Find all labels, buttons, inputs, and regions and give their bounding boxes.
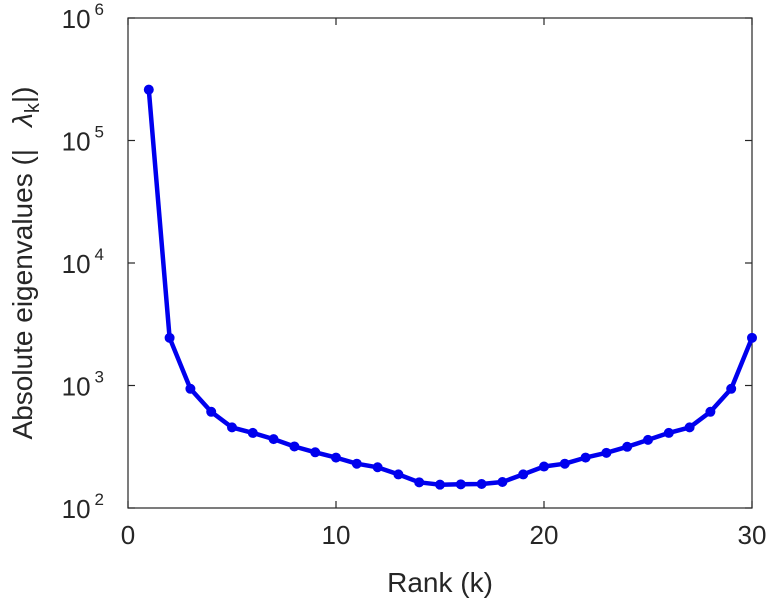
y-tick-exponent: 4 bbox=[95, 245, 104, 264]
data-point bbox=[559, 458, 570, 469]
y-tick-label: 10 6 bbox=[62, 0, 104, 34]
y-tick-label: 10 3 bbox=[62, 368, 104, 402]
x-ticks: 0 10 20 30 bbox=[121, 18, 767, 550]
series-group bbox=[143, 84, 757, 490]
y-tick-label: 10 5 bbox=[62, 123, 104, 157]
x-tick-label: 30 bbox=[738, 520, 767, 550]
data-point bbox=[455, 479, 466, 490]
y-tick-exponent: 2 bbox=[95, 490, 104, 509]
y-tick-base: 10 bbox=[62, 249, 91, 279]
y-axis-title-lambda: λ bbox=[7, 113, 38, 129]
x-tick-label: 10 bbox=[322, 520, 351, 550]
data-point bbox=[372, 462, 383, 473]
data-point bbox=[622, 441, 633, 452]
data-point bbox=[331, 452, 341, 463]
data-point bbox=[268, 434, 279, 445]
y-tick-exponent: 6 bbox=[95, 0, 104, 19]
y-tick-label: 10 2 bbox=[62, 490, 104, 524]
data-point bbox=[247, 427, 258, 438]
x-axis-title: Rank (k) bbox=[387, 567, 493, 598]
x-tick-label: 20 bbox=[530, 520, 559, 550]
x-tick-label: 0 bbox=[121, 520, 135, 550]
data-point bbox=[227, 422, 237, 433]
y-tick-base: 10 bbox=[62, 494, 91, 524]
y-axis-title-subscript: k bbox=[22, 102, 44, 113]
data-point bbox=[726, 383, 737, 394]
data-point bbox=[351, 458, 362, 469]
data-point bbox=[476, 479, 487, 490]
data-point bbox=[206, 406, 217, 417]
y-tick-exponent: 3 bbox=[95, 368, 104, 387]
data-point bbox=[289, 441, 300, 452]
y-axis-title-close: |) bbox=[7, 87, 38, 104]
y-axis-title: Absolute eigenvalues (| λk|) bbox=[7, 87, 44, 440]
data-point bbox=[684, 422, 695, 433]
data-point bbox=[601, 447, 612, 458]
data-point bbox=[435, 479, 445, 490]
data-point bbox=[185, 383, 196, 394]
data-point bbox=[539, 461, 549, 472]
data-point bbox=[580, 452, 591, 463]
data-point bbox=[643, 434, 653, 445]
data-point bbox=[310, 447, 321, 458]
y-tick-base: 10 bbox=[62, 127, 91, 157]
y-tick-exponent: 5 bbox=[95, 123, 104, 142]
y-tick-base: 10 bbox=[62, 372, 91, 402]
data-point bbox=[518, 469, 529, 480]
data-point bbox=[414, 477, 425, 488]
y-axis-title-text: Absolute eigenvalues (| bbox=[7, 149, 38, 440]
y-tick-base: 10 bbox=[62, 4, 91, 34]
data-point bbox=[393, 469, 404, 480]
data-point bbox=[164, 332, 175, 343]
data-point bbox=[497, 477, 508, 488]
data-point bbox=[705, 406, 716, 417]
data-point bbox=[663, 427, 674, 438]
data-point bbox=[747, 332, 757, 343]
data-point bbox=[143, 84, 154, 95]
y-tick-label: 10 4 bbox=[62, 245, 104, 279]
